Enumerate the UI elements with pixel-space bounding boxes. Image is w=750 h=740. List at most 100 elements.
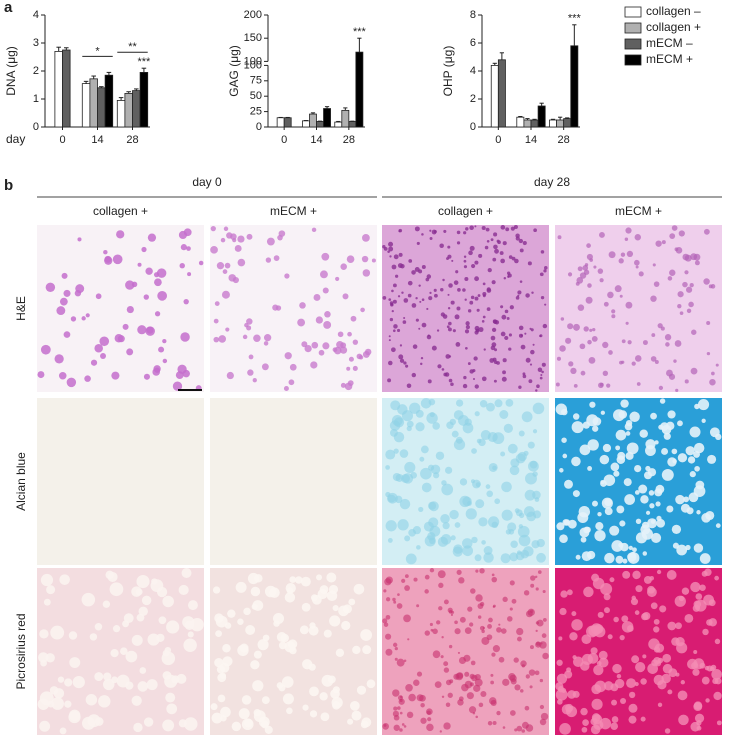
texture-dot [145,267,153,275]
texture-dot [162,649,170,657]
texture-dot [690,253,698,261]
texture-dot [350,315,357,322]
texture-dot [449,509,459,520]
texture-dot [304,344,312,353]
texture-dot [226,371,234,380]
texture-dot [565,337,572,344]
texture-dot [393,324,398,329]
texture-dot [631,361,636,366]
texture-dot [449,418,457,426]
texture-dot [394,657,398,661]
texture-dot [669,269,676,276]
texture-dot [583,586,594,598]
texture-dot [656,518,666,528]
texture-dot [385,520,397,532]
texture-dot [690,581,701,593]
texture-dot [416,604,420,608]
texture-dot [411,372,417,378]
texture-dot [393,600,397,604]
texture-dot [84,375,91,382]
texture-dot [614,285,622,293]
texture-dot [428,296,433,301]
texture-dot [447,607,453,613]
texture-dot [438,582,444,589]
texture-dot [661,424,672,435]
texture-dot [416,671,423,677]
texture-dot [675,622,682,630]
texture-dot [491,327,497,333]
texture-dot [264,585,277,598]
texture-dot [655,501,661,507]
texture-dot [421,322,427,328]
texture-dot [50,625,65,640]
texture-dot [658,385,664,391]
texture-dot [529,645,534,650]
texture-dot [485,484,491,489]
texture-dot [429,412,435,418]
texture-dot [471,674,478,682]
texture-dot [261,363,269,371]
texture-dot [539,704,545,710]
texture-dot [652,263,656,267]
texture-dot [520,660,527,667]
texture-dot [215,615,228,628]
texture-dot [509,305,514,310]
texture-dot [175,371,184,379]
texture-dot [643,575,652,584]
texture-dot [419,456,425,462]
texture-dot [450,535,456,541]
texture-dot [500,305,504,309]
texture-dot [408,259,413,263]
texture-dot [447,293,450,296]
texture-dot [432,650,441,659]
texture-dot [493,232,498,237]
texture-dot [210,246,218,254]
texture-dot [326,572,337,583]
texture-dot [688,301,694,308]
texture-dot [387,378,392,383]
texture-dot [491,576,498,583]
texture-dot [496,361,500,365]
texture-dot [390,347,396,353]
texture-dot [510,540,518,549]
texture-dot [534,575,538,579]
texture-dot [539,678,544,683]
texture-dot [696,720,702,726]
texture-dot [399,498,411,510]
micrograph [210,225,377,392]
texture-dot [651,532,662,543]
texture-dot [393,448,399,454]
texture-dot [626,250,634,258]
texture-dot [242,334,248,340]
texture-dot [577,304,585,311]
texture-dot [69,657,81,669]
texture-dot [561,704,572,715]
texture-dot [624,237,629,241]
texture-dot [492,720,497,725]
texture-dot [562,453,568,459]
texture-dot [520,689,524,693]
bar [537,105,546,128]
texture-dot [420,467,432,480]
texture-dot [463,259,467,263]
texture-dot [680,680,685,685]
texture-dot [126,306,134,314]
texture-dot [669,233,676,240]
texture-dot [347,331,352,337]
texture-dot [220,706,231,718]
texture-dot [598,657,609,668]
texture-dot [541,633,547,638]
texture-dot [515,296,520,300]
texture-dot [501,628,507,634]
legend-swatch [624,6,642,18]
texture-dot [442,278,445,282]
texture-dot [440,514,450,524]
texture-dot [440,655,444,659]
texture-dot [491,573,495,577]
texture-dot [420,702,425,708]
texture-dot [532,510,542,519]
texture-dot [539,376,543,380]
bar [530,119,539,128]
texture-dot [165,692,176,703]
texture-dot [664,334,672,341]
